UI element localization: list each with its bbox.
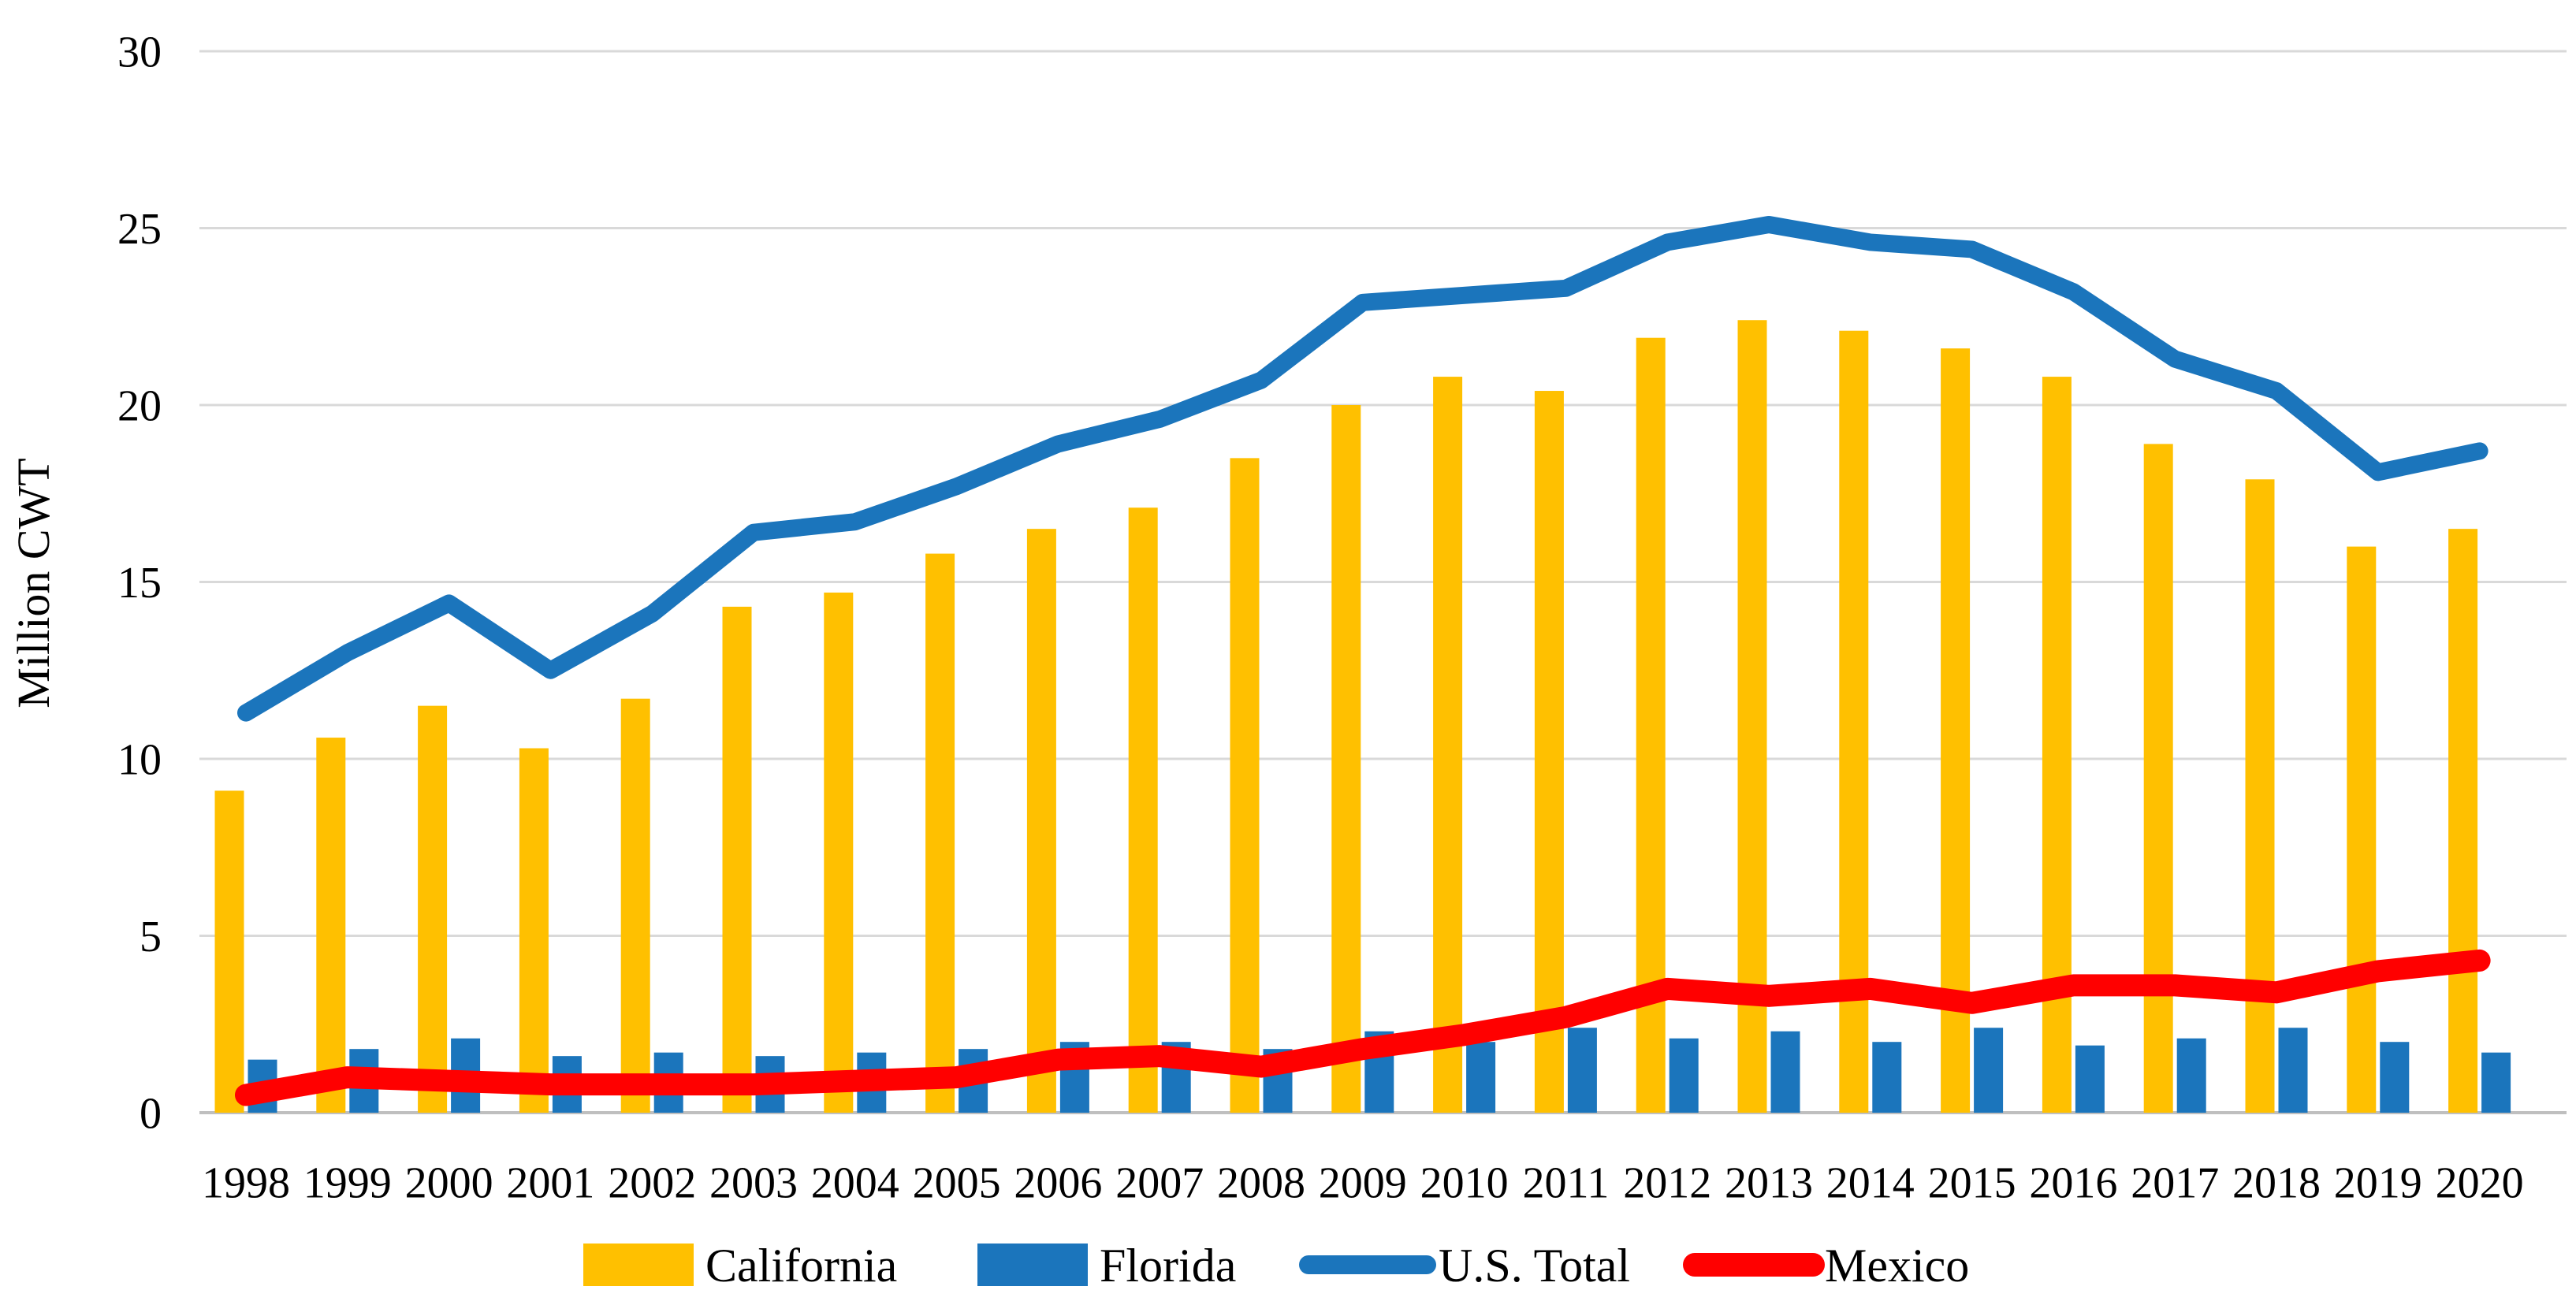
bar-california-1998 (214, 790, 244, 1113)
line-u-s-total (237, 216, 2489, 722)
y-tick-label-25: 25 (117, 205, 162, 254)
x-label-2005: 2005 (913, 1159, 1001, 1208)
bar-florida-2019 (2380, 1042, 2410, 1113)
x-label-2015: 2015 (1928, 1159, 2016, 1208)
x-label-2007: 2007 (1115, 1159, 1204, 1208)
legend-label-florida: Florida (1100, 1240, 1236, 1292)
x-label-2017: 2017 (2131, 1159, 2219, 1208)
bar-california-2017 (2143, 444, 2173, 1113)
x-label-2004: 2004 (811, 1159, 899, 1208)
y-tick-label-20: 20 (117, 382, 162, 431)
x-label-2011: 2011 (1522, 1159, 1609, 1208)
y-axis-title: Million CWT (8, 458, 59, 708)
x-label-2000: 2000 (405, 1159, 493, 1208)
bar-california-2001 (519, 748, 549, 1113)
x-label-2006: 2006 (1014, 1159, 1102, 1208)
bar-california-2016 (2042, 377, 2072, 1113)
x-label-2013: 2013 (1725, 1159, 1813, 1208)
bar-california-2018 (2245, 479, 2275, 1113)
bar-california-2020 (2448, 529, 2478, 1113)
x-label-2002: 2002 (608, 1159, 696, 1208)
bar-california-2005 (925, 553, 955, 1113)
bar-california-2013 (1737, 320, 1767, 1113)
x-label-2010: 2010 (1420, 1159, 1509, 1208)
x-label-1998: 1998 (202, 1159, 290, 1208)
bar-florida-2014 (1872, 1042, 1902, 1113)
bar-california-2000 (418, 705, 448, 1113)
y-tick-label-30: 30 (117, 28, 162, 77)
bar-california-2002 (620, 698, 650, 1113)
bar-florida-2012 (1669, 1038, 1699, 1113)
x-label-2008: 2008 (1217, 1159, 1305, 1208)
bar-california-2007 (1128, 507, 1158, 1113)
x-label-2016: 2016 (2029, 1159, 2117, 1208)
x-label-2001: 2001 (506, 1159, 594, 1208)
bar-florida-2020 (2481, 1052, 2511, 1113)
bar-california-1999 (316, 738, 346, 1113)
bar-florida-2016 (2075, 1045, 2105, 1113)
bar-california-2019 (2347, 546, 2377, 1113)
legend-label-california: California (705, 1240, 897, 1292)
bar-california-2008 (1230, 458, 1260, 1113)
bar-california-2010 (1433, 377, 1463, 1113)
legend-label-mexico: Mexico (1825, 1240, 1969, 1292)
bar-florida-2011 (1567, 1028, 1597, 1113)
x-label-2009: 2009 (1319, 1159, 1407, 1208)
bar-florida-2017 (2176, 1038, 2206, 1113)
x-label-2020: 2020 (2436, 1159, 2524, 1208)
bar-california-2003 (722, 606, 752, 1113)
bar-florida-2013 (1770, 1031, 1800, 1113)
y-tick-label-5: 5 (140, 913, 162, 961)
bar-california-2004 (824, 592, 854, 1113)
x-label-2014: 2014 (1826, 1159, 1915, 1208)
y-tick-label-15: 15 (117, 559, 162, 608)
bar-florida-2018 (2278, 1028, 2308, 1113)
y-tick-label-10: 10 (117, 736, 162, 785)
bar-california-2009 (1331, 405, 1361, 1113)
legend-swatch-florida (977, 1244, 1088, 1286)
bar-florida-2015 (1974, 1028, 2004, 1113)
legend-label-u-s-total: U.S. Total (1439, 1240, 1630, 1292)
bar-california-2011 (1534, 391, 1564, 1113)
x-label-2019: 2019 (2334, 1159, 2422, 1208)
legend-swatch-california (583, 1244, 694, 1286)
x-label-2018: 2018 (2232, 1159, 2321, 1208)
line-mexico (235, 949, 2491, 1106)
bar-florida-2010 (1466, 1042, 1496, 1113)
x-label-2003: 2003 (709, 1159, 798, 1208)
bar-california-2015 (1941, 348, 1971, 1113)
x-label-2012: 2012 (1623, 1159, 1711, 1208)
bar-california-2006 (1026, 529, 1056, 1113)
x-label-1999: 1999 (303, 1159, 392, 1208)
y-tick-label-0: 0 (140, 1090, 162, 1139)
